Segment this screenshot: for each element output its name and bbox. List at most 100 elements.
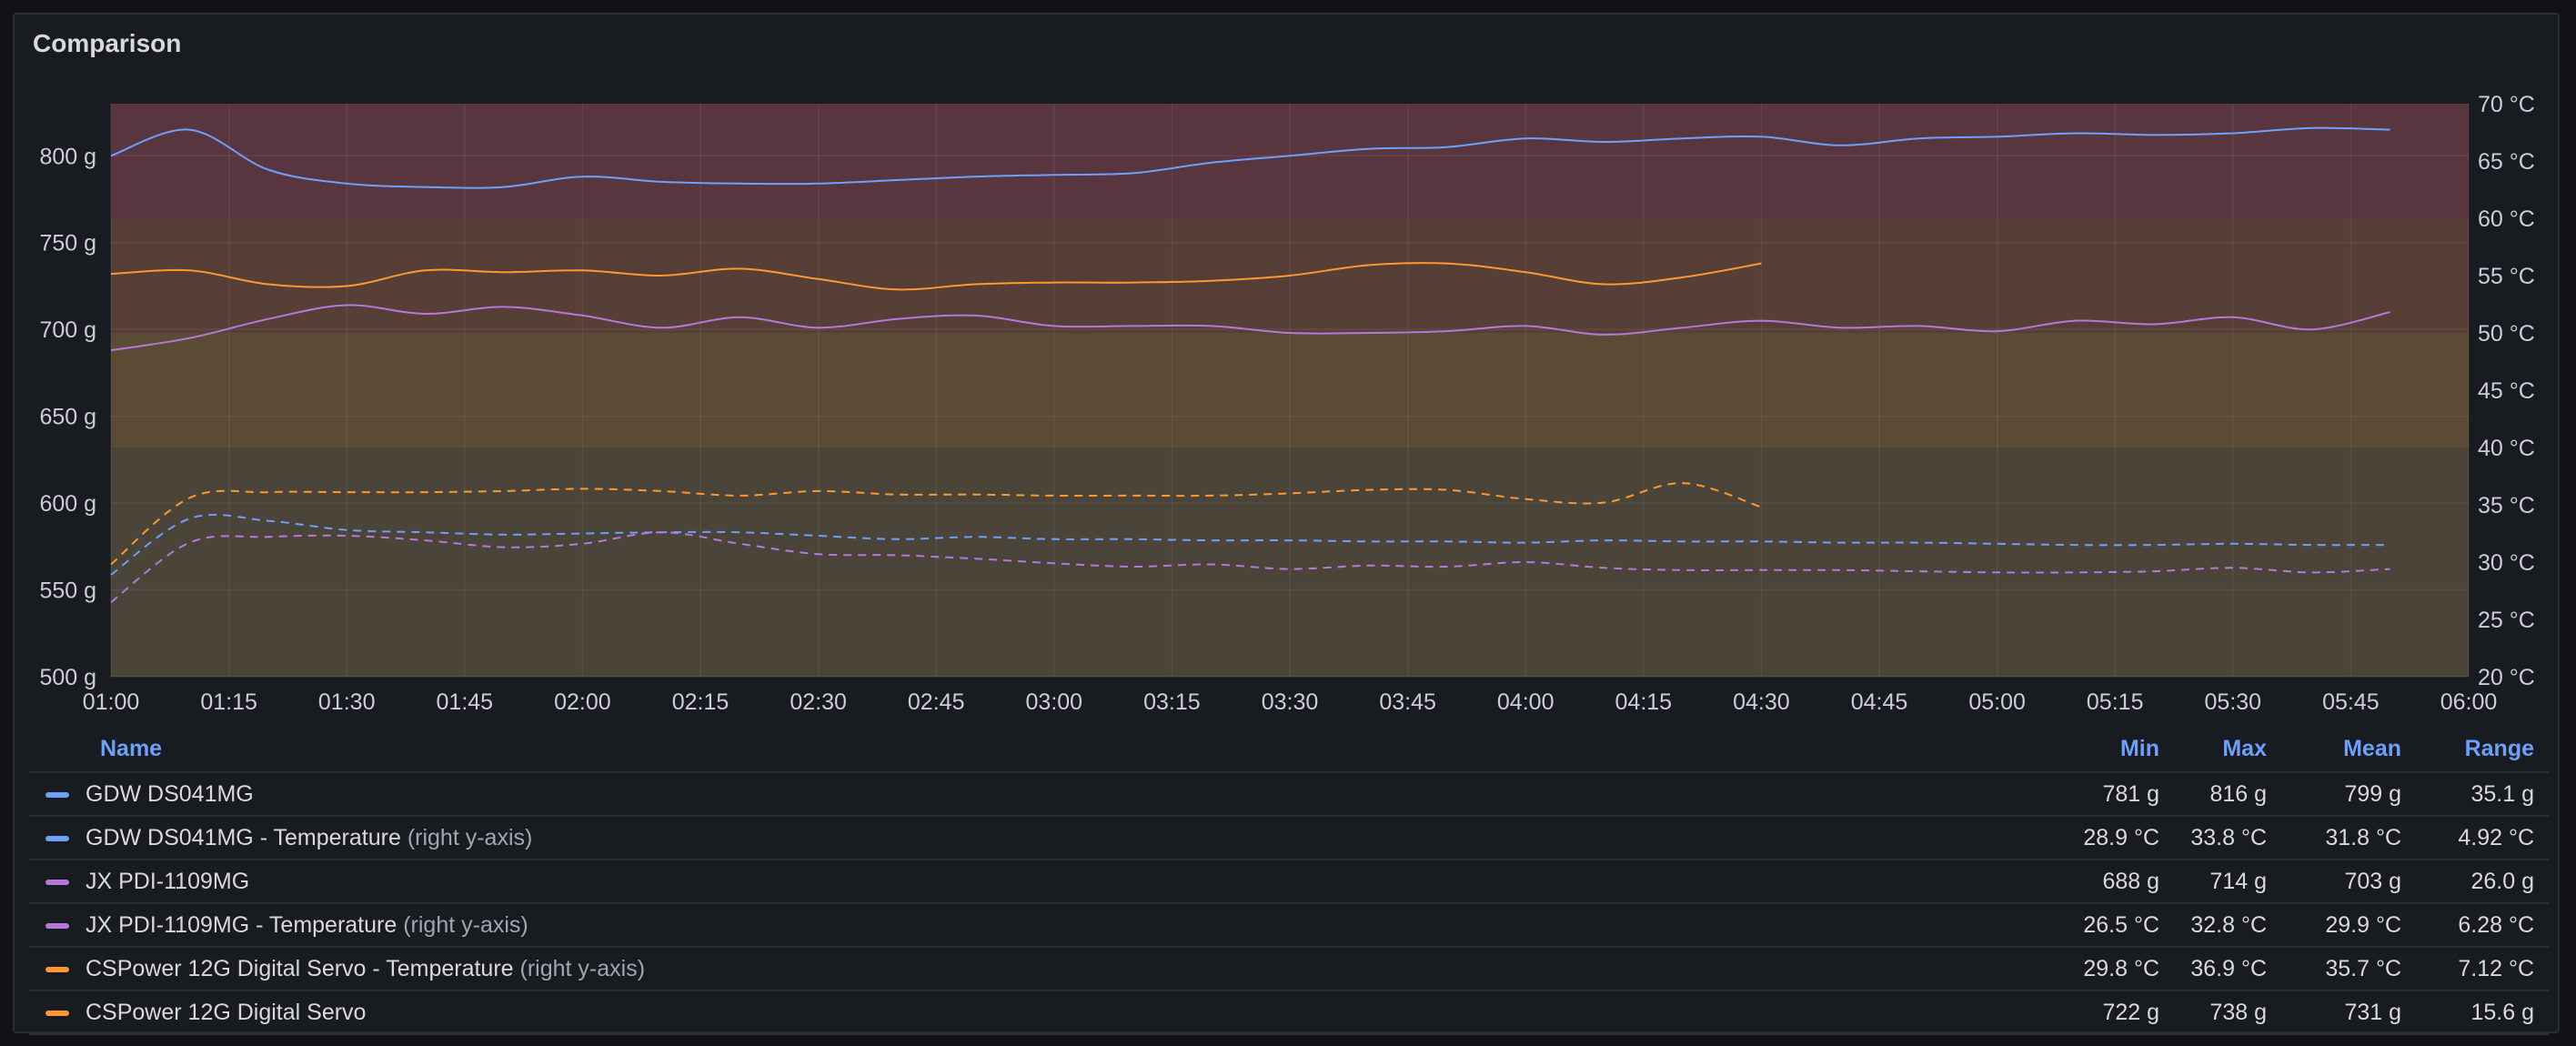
x-tick-label: 04:30 [1733,689,1790,715]
legend-row[interactable]: JX PDI-1109MG 688 g 714 g 703 g 26.0 g [29,860,2549,904]
series-color-swatch[interactable] [45,880,69,885]
series-name[interactable]: CSPower 12G Digital Servo [86,1000,367,1025]
y-right-tick-label: 25 °C [2478,608,2535,633]
x-tick-label: 02:15 [672,689,730,715]
series-color-swatch[interactable] [45,836,69,841]
series-max: 816 g [2209,781,2267,807]
series-min: 722 g [2102,1000,2159,1025]
series-min: 688 g [2102,869,2159,894]
series-color-swatch[interactable] [45,967,69,972]
x-tick-label: 03:15 [1143,689,1201,715]
series-mean: 731 g [2344,1000,2401,1025]
legend-header-range[interactable]: Range [2464,736,2534,761]
series-max: 32.8 °C [2190,912,2267,938]
legend-row[interactable]: GDW DS041MG 781 g 816 g 799 g 35.1 g [29,773,2549,817]
y-right-tick-label: 30 °C [2478,550,2535,576]
y-left-tick-label: 650 g [39,405,96,430]
series-name[interactable]: GDW DS041MG [86,781,254,807]
x-tick-label: 02:45 [908,689,965,715]
series-name[interactable]: GDW DS041MG - Temperature (right y-axis) [86,825,533,850]
x-tick-label: 03:00 [1026,689,1083,715]
legend-header-max[interactable]: Max [2222,736,2267,761]
series-name[interactable]: JX PDI-1109MG [86,869,250,894]
series-range: 35.1 g [2470,781,2534,807]
x-axis: 01:00 01:15 01:30 01:45 02:00 02:15 02:30 02:45… [83,689,2498,715]
x-tick-label: 03:30 [1262,689,1319,715]
x-tick-label: 04:00 [1497,689,1555,715]
legend-row[interactable]: GDW DS041MG - Temperature (right y-axis)… [29,817,2549,860]
series-min: 29.8 °C [2083,956,2159,981]
series-line [110,531,2390,603]
comparison-panel: Comparison 500 g 550 g 600 g 650 g 700 g 750 … [13,13,2560,1035]
legend-header-mean[interactable]: Mean [2343,736,2401,761]
series-line [110,262,1762,291]
series-line [110,304,2390,352]
left-y-axis: 500 g 550 g 600 g 650 g 700 g 750 g 800 g [39,144,96,690]
series-layer [110,126,2390,603]
panel-title[interactable]: Comparison [33,29,182,57]
y-right-tick-label: 40 °C [2478,436,2535,461]
threshold-band [111,104,2469,218]
series-mean: 31.8 °C [2325,825,2401,850]
series-line [110,482,1762,566]
y-right-tick-label: 35 °C [2478,493,2535,518]
x-tick-label: 04:45 [1851,689,1908,715]
threshold-bands [111,104,2469,677]
y-right-tick-label: 65 °C [2478,149,2535,175]
series-min: 781 g [2102,781,2159,807]
legend-header: Name Min Max Mean Range [29,722,2549,773]
y-right-tick-label: 70 °C [2478,92,2535,117]
x-tick-label: 01:00 [83,689,140,715]
y-right-tick-label: 60 °C [2478,206,2535,232]
legend-header-min[interactable]: Min [2119,736,2159,761]
series-max: 714 g [2209,869,2267,894]
series-color-swatch[interactable] [45,792,69,798]
right-y-axis: 20 °C 25 °C 30 °C 35 °C 40 °C 45 °C 50 °C 55 °C… [2478,92,2535,690]
y-left-tick-label: 750 g [39,231,96,256]
series-mean: 799 g [2344,781,2401,807]
y-right-tick-label: 20 °C [2478,665,2535,690]
series-max: 36.9 °C [2190,956,2267,981]
legend-row[interactable]: CSPower 12G Digital Servo 722 g 738 g 731 … [29,991,2549,1035]
x-tick-label: 01:15 [200,689,257,715]
x-tick-label: 01:45 [437,689,494,715]
series-mean: 703 g [2344,869,2401,894]
legend-header-name[interactable]: Name [100,736,163,761]
series-color-swatch[interactable] [45,923,69,929]
y-left-tick-label: 800 g [39,144,96,169]
x-tick-label: 05:30 [2205,689,2262,715]
series-line [110,126,2390,189]
series-mean: 35.7 °C [2325,956,2401,981]
threshold-band [111,448,2469,677]
legend-row[interactable]: JX PDI-1109MG - Temperature (right y-axi… [29,904,2549,948]
legend-table: Name Min Max Mean Range GDW DS041MG 781 … [29,722,2549,1035]
x-tick-label: 02:00 [554,689,611,715]
legend-row[interactable]: CSPower 12G Digital Servo - Temperature … [29,948,2549,991]
x-tick-label: 06:00 [2440,689,2498,715]
y-right-tick-label: 50 °C [2478,321,2535,347]
series-range: 6.28 °C [2458,912,2534,938]
x-tick-label: 01:30 [318,689,376,715]
series-max: 33.8 °C [2190,825,2267,850]
series-name[interactable]: JX PDI-1109MG - Temperature (right y-axi… [86,912,528,938]
series-mean: 29.9 °C [2325,912,2401,938]
x-tick-label: 05:00 [1968,689,2026,715]
y-right-tick-label: 55 °C [2478,264,2535,289]
y-right-tick-label: 45 °C [2478,378,2535,404]
series-line [110,513,2390,576]
series-range: 4.92 °C [2458,825,2534,850]
series-range: 7.12 °C [2458,956,2534,981]
series-range: 15.6 g [2470,1000,2534,1025]
x-tick-label: 05:15 [2087,689,2144,715]
x-tick-label: 02:30 [790,689,847,715]
y-left-tick-label: 700 g [39,317,96,343]
series-name[interactable]: CSPower 12G Digital Servo - Temperature … [86,956,646,981]
y-left-tick-label: 500 g [39,665,96,690]
series-max: 738 g [2209,1000,2267,1025]
series-range: 26.0 g [2470,869,2534,894]
x-tick-label: 03:45 [1379,689,1436,715]
time-series-chart[interactable]: 500 g 550 g 600 g 650 g 700 g 750 g 800 g 20 °… [15,15,2558,724]
x-tick-label: 04:15 [1615,689,1673,715]
x-tick-label: 05:45 [2322,689,2380,715]
series-color-swatch[interactable] [45,1011,69,1016]
